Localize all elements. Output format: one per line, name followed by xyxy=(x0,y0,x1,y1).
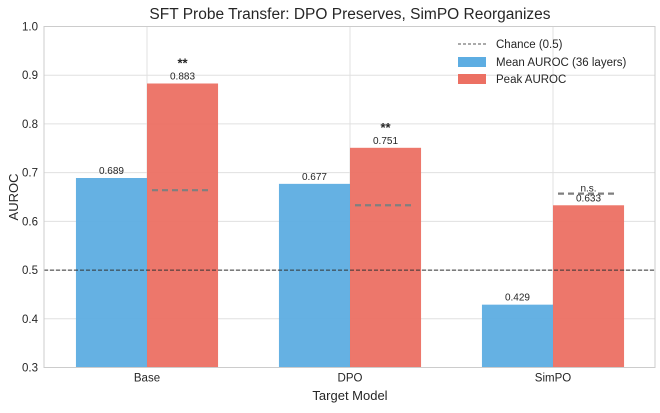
y-axis-label: AUROC xyxy=(6,174,21,221)
x-tick-label: DPO xyxy=(338,373,363,385)
chart-title: SFT Probe Transfer: DPO Preserves, SimPO… xyxy=(149,6,550,23)
bar-value-label: 0.883 xyxy=(170,71,195,82)
x-tick-label: SimPO xyxy=(535,373,571,385)
legend-mean-swatch xyxy=(458,57,486,67)
y-tick-label: 0.3 xyxy=(22,363,38,375)
bar-value-label: 0.677 xyxy=(302,172,327,183)
plot-frame xyxy=(43,26,656,368)
legend: Chance (0.5) Mean AUROC (36 layers) Peak… xyxy=(458,39,627,86)
mean-bar-simpo xyxy=(481,304,553,368)
y-tick-label: 0.6 xyxy=(22,216,38,228)
mean-bar-dpo xyxy=(278,183,350,368)
x-tick-label: Base xyxy=(134,373,160,385)
bar-value-label: 0.751 xyxy=(373,136,398,147)
bar-value-label: 0.633 xyxy=(576,193,601,204)
legend-peak-swatch xyxy=(458,74,486,84)
x-axis-label: Target Model xyxy=(312,388,387,403)
peak-bar-dpo xyxy=(350,147,422,368)
legend-chance-label: Chance (0.5) xyxy=(496,39,563,51)
legend-peak-label: Peak AUROC xyxy=(496,74,566,86)
y-tick-label: 0.7 xyxy=(22,168,38,180)
significance-marker: ** xyxy=(380,120,391,135)
y-tick-label: 0.4 xyxy=(22,314,39,326)
legend-mean-label: Mean AUROC (36 layers) xyxy=(496,57,627,69)
bar-value-label: 0.689 xyxy=(99,166,124,177)
peak-bar-simpo xyxy=(553,205,625,368)
y-tick-label: 0.8 xyxy=(22,119,38,131)
significance-marker: n.s. xyxy=(580,183,596,194)
y-tick-label: 1.0 xyxy=(22,22,38,34)
mean-bar-base xyxy=(75,178,147,368)
bar-value-label: 0.429 xyxy=(505,293,530,304)
significance-marker: ** xyxy=(177,55,188,70)
y-tick-label: 0.5 xyxy=(22,265,38,277)
peak-bar-base xyxy=(147,83,219,368)
y-tick-label: 0.9 xyxy=(22,70,38,82)
